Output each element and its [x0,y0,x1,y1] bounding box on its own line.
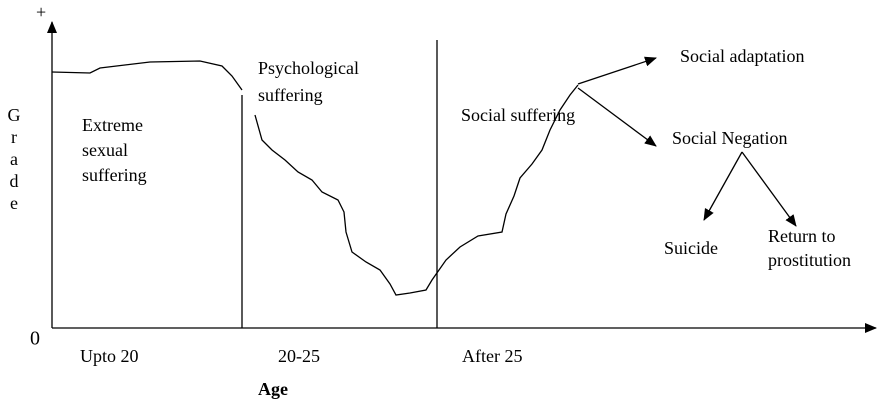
outcome-label: prostitution [768,250,851,270]
phase-label: sexual [82,140,128,160]
y-axis-label-letter: e [10,193,18,213]
curve [254,84,579,296]
outcome-label: Return to [768,226,836,246]
arrow [741,151,797,227]
y-axis-label-letter: d [10,171,19,191]
phase-label: suffering [82,165,147,185]
outcome-label: Suicide [664,238,718,258]
arrow [577,87,657,147]
y-axis-label-letter: a [10,149,18,169]
phase-label: Extreme [82,115,143,135]
origin-label: 0 [30,328,40,350]
y-axis-label-letter: r [11,127,17,147]
y-top-label: + [36,2,46,22]
phase-label: Social suffering [461,105,575,125]
outcome-label: Social Negation [672,128,787,148]
age-label: After 25 [462,346,522,366]
phase-label: suffering [258,85,323,105]
arrow [577,56,657,85]
age-label: Upto 20 [80,346,139,366]
phase-label: Psychological [258,58,359,78]
y-axis-label-letter: G [8,105,21,125]
curve [51,60,243,91]
arrow [703,151,743,221]
outcome-label: Social adaptation [680,46,804,66]
age-label: 20-25 [278,346,320,366]
x-axis-label: Age [258,379,288,399]
